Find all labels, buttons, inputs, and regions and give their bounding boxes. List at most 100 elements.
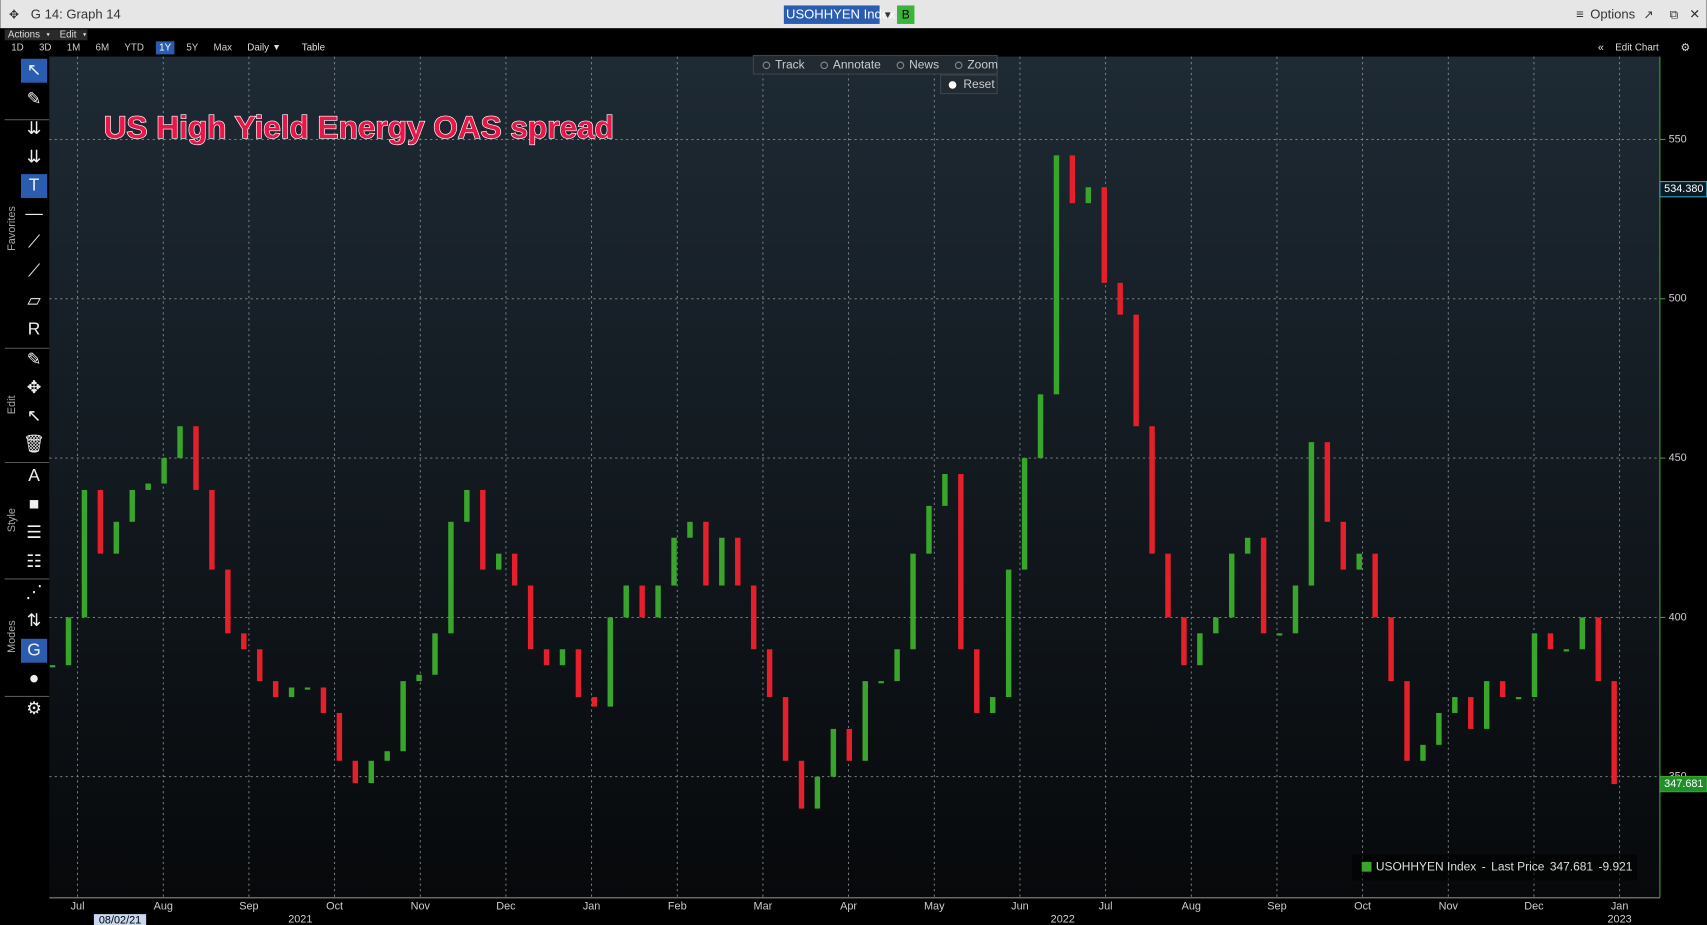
candle	[559, 649, 566, 666]
edit-chart[interactable]: Edit Chart	[1615, 42, 1659, 53]
table-button[interactable]: Table	[302, 42, 325, 53]
tool-icon[interactable]: R	[28, 318, 41, 338]
range-button[interactable]: Max	[214, 42, 233, 53]
tool-icon[interactable]: ✥	[27, 377, 42, 397]
candle	[974, 649, 980, 713]
x-tick-label: Jul	[1099, 900, 1113, 912]
move-icon[interactable]: ✥	[9, 7, 19, 21]
tool-icon[interactable]: ☷	[26, 551, 42, 571]
chart-tool[interactable]: Track	[775, 57, 804, 71]
candle	[1388, 617, 1394, 682]
x-tick-label: Dec	[1524, 900, 1544, 912]
options[interactable]: Options	[1590, 7, 1635, 22]
restore-icon[interactable]: ⧉	[1670, 7, 1679, 21]
candle	[129, 489, 135, 522]
candle	[1101, 187, 1107, 283]
chart-tool[interactable]: News	[909, 57, 939, 71]
tool-icon[interactable]: ⟋	[28, 231, 40, 251]
tool-icon[interactable]: ⇊	[27, 118, 42, 138]
candle	[1197, 633, 1203, 666]
settings-icon: ⚙	[1681, 42, 1691, 54]
candle	[368, 760, 374, 784]
y-tick-label: 550	[1669, 133, 1687, 145]
chart-tool-icon	[762, 61, 771, 70]
tool-icon[interactable]: ⇊	[27, 146, 42, 166]
candle	[639, 585, 645, 618]
candle	[1483, 681, 1490, 729]
x-tick-label: Jan	[1611, 900, 1629, 912]
ticker-dropdown[interactable]: ▼	[883, 10, 893, 21]
candle	[1005, 569, 1012, 698]
range-button[interactable]: 1M	[67, 42, 81, 53]
candle	[623, 585, 629, 618]
menu-arrow: ▾	[47, 32, 51, 39]
range-button[interactable]: 5Y	[186, 42, 198, 53]
ticker[interactable]: USOHHYEN Index	[786, 7, 896, 22]
range-button[interactable]: 6M	[96, 42, 110, 53]
x-tick-label: Jun	[1011, 900, 1029, 912]
menu[interactable]: Edit	[60, 29, 77, 40]
tool-icon[interactable]: T	[29, 175, 40, 195]
x-tick-label: Jan	[583, 900, 601, 912]
tool-icon[interactable]: ●	[29, 668, 40, 688]
tool-highlight	[21, 58, 48, 83]
candle	[910, 553, 916, 650]
tool-icon[interactable]: ⇅	[27, 610, 42, 630]
options-icon[interactable]: ≡	[1576, 7, 1584, 22]
legend-text: -9.921	[1599, 859, 1633, 873]
menu[interactable]: Actions	[8, 29, 40, 40]
ticker-box[interactable]	[783, 5, 880, 24]
range-button[interactable]: 1Y	[159, 42, 171, 53]
year-label: 2021	[288, 913, 312, 925]
candle	[607, 617, 613, 707]
candle	[1149, 426, 1155, 554]
tool-icon[interactable]: ↖	[27, 405, 42, 425]
candle	[272, 681, 279, 698]
candle	[782, 697, 789, 761]
tool-icon[interactable]: ■	[29, 494, 40, 514]
tool-icon[interactable]: G	[27, 639, 41, 659]
range-button[interactable]: 1D	[11, 42, 24, 53]
tool-icon[interactable]: ⚙	[26, 698, 42, 718]
candle	[384, 751, 390, 761]
tool-icon[interactable]: ✎	[27, 349, 42, 369]
menu-bar-bg	[4, 29, 88, 41]
legend-text: -	[1482, 859, 1486, 873]
candle	[1452, 697, 1458, 713]
chart-tool-icon	[820, 61, 829, 70]
frequency[interactable]: Daily	[247, 42, 269, 53]
tool-icon[interactable]: ▱	[27, 290, 41, 310]
candle	[49, 665, 56, 668]
legend-text: 347.681	[1550, 859, 1594, 873]
reset-icon	[948, 81, 957, 89]
tool-icon[interactable]: ⋰	[25, 582, 42, 602]
frequency-arrow: ▼	[272, 42, 281, 52]
candle	[989, 697, 996, 713]
tool-icon[interactable]: 🗑	[23, 434, 45, 454]
tool-icon[interactable]: ☰	[26, 522, 42, 542]
tool-icon[interactable]: ✎	[27, 89, 42, 109]
x-tick-label: Sep	[239, 900, 258, 912]
candle	[81, 489, 88, 618]
reset[interactable]: Reset	[963, 77, 995, 91]
candle	[766, 649, 773, 698]
toolbar	[0, 28, 1707, 57]
source-button[interactable]: B	[902, 7, 910, 21]
source-button-bg[interactable]	[897, 5, 915, 24]
popout-icon[interactable]: ↗	[1644, 7, 1654, 21]
chart-tool[interactable]: Zoom	[967, 57, 998, 71]
range-button[interactable]: YTD	[124, 42, 144, 53]
chart-tool[interactable]: Annotate	[833, 57, 881, 71]
x-tick-label: Dec	[496, 900, 516, 912]
tool-icon[interactable]: ⟋	[28, 261, 40, 281]
close-icon[interactable]: ✕	[1689, 7, 1700, 22]
candle	[1021, 458, 1028, 570]
tool-icon[interactable]: A	[28, 465, 40, 485]
range-button[interactable]: 3D	[39, 42, 52, 53]
tool-icon[interactable]: —	[25, 203, 43, 223]
candle	[1260, 537, 1267, 634]
candle	[1563, 649, 1570, 652]
tool-icon[interactable]: ↖	[27, 59, 42, 79]
x-tick-label: Sep	[1267, 900, 1286, 912]
candle	[1531, 633, 1538, 698]
